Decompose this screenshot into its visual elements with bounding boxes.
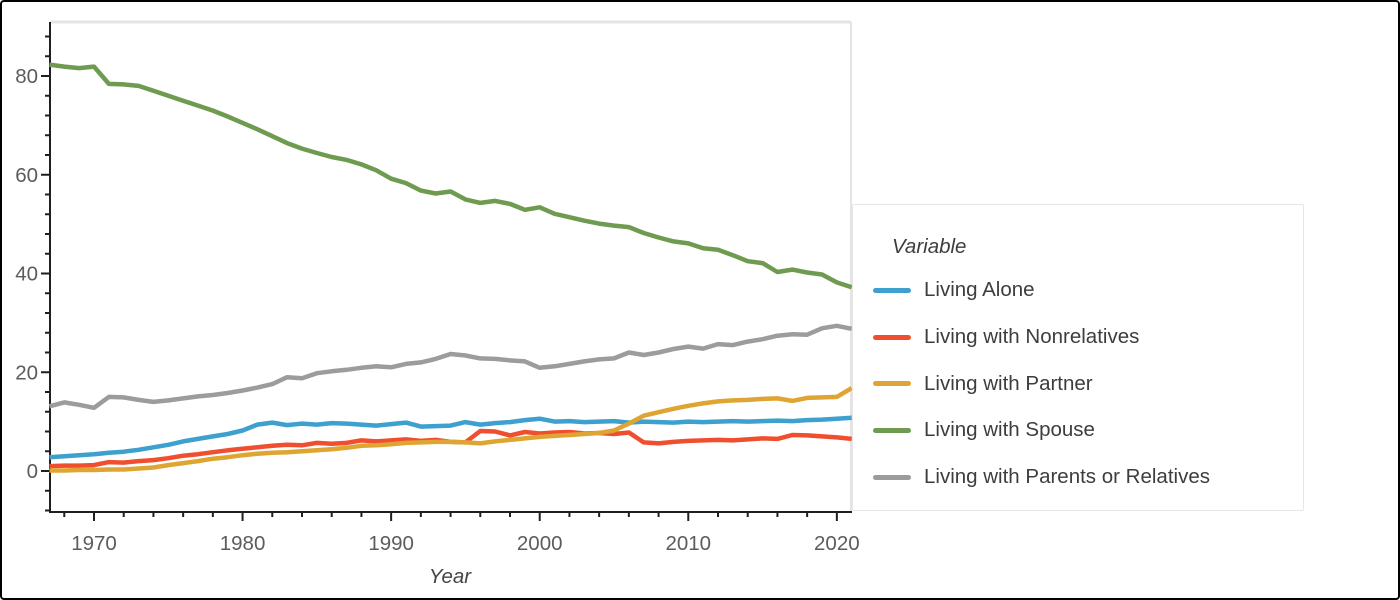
x-tick-label: 2020 (814, 532, 860, 555)
x-tick-label: 1970 (71, 532, 117, 555)
legend-item-label: Living with Spouse (924, 418, 1095, 442)
y-tick-label: 40 (15, 263, 38, 286)
series-line-living-with-partner (49, 386, 853, 473)
legend-swatch-line-icon (873, 334, 911, 340)
x-tick-label: 2000 (517, 532, 563, 555)
series-line-living-with-spouse (49, 62, 853, 290)
series-line-living-alone (49, 415, 852, 460)
legend-item-label: Living with Parents or Relatives (924, 465, 1210, 489)
series-line-living-with-parents-or-relatives (48, 323, 853, 411)
x-tick-label: 2010 (665, 532, 711, 555)
x-axis-title: Year (429, 565, 472, 588)
x-tick-label: 1990 (368, 532, 414, 555)
legend-item-label: Living with Nonrelatives (924, 325, 1140, 349)
legend-item-label: Living with Partner (924, 371, 1093, 395)
plot-border (50, 20, 852, 512)
legend-item-label: Living Alone (924, 278, 1035, 302)
x-tick-label: 1980 (220, 532, 266, 555)
y-tick-label: 20 (15, 361, 38, 384)
legend-item: Living with Nonrelatives (873, 314, 1295, 361)
legend-item: Living with Spouse (873, 407, 1295, 454)
legend: Variable Living Alone Living with Nonrel… (852, 204, 1304, 511)
legend-item: Living with Partner (873, 360, 1295, 407)
y-axis: 0 20 40 60 80 (15, 22, 51, 512)
y-tick-label: 80 (15, 65, 38, 88)
legend-title: Variable (892, 235, 967, 258)
legend-swatch-line-icon (873, 381, 911, 387)
series-lines (48, 62, 853, 473)
legend-swatch-line-icon (873, 427, 911, 433)
legend-swatch-line-icon (873, 474, 911, 480)
y-tick-label: 0 (27, 460, 38, 483)
legend-items: Living Alone Living with Nonrelatives Li… (873, 267, 1295, 500)
series-line-living-with-nonrelatives (49, 428, 852, 469)
x-axis: 1970 1980 1990 2000 2010 2020 (49, 511, 860, 555)
legend-item: Living Alone (873, 267, 1295, 314)
legend-item: Living with Parents or Relatives (873, 454, 1295, 501)
y-tick-label: 60 (15, 164, 38, 187)
legend-swatch-line-icon (873, 287, 911, 293)
